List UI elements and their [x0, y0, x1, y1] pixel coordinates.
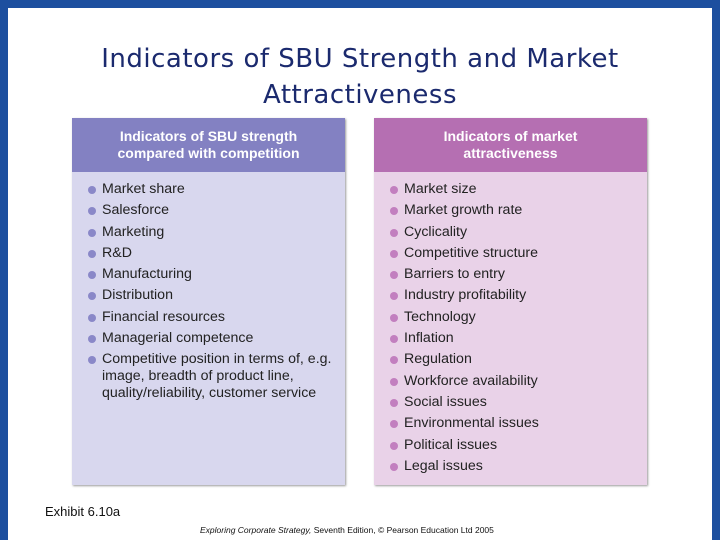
bullet [390, 271, 398, 280]
list-item: Legal issues [390, 456, 640, 477]
item-text: Workforce availability [404, 372, 538, 389]
item-text: R&D [102, 244, 132, 261]
list-item: Market size [390, 179, 640, 200]
bullet [390, 420, 398, 429]
list-item: Barriers to entry [390, 264, 640, 285]
title-line: Attractiveness [262, 80, 457, 110]
panel-header: Indicators of SBU strength compared with… [72, 118, 345, 172]
bullet [390, 313, 398, 322]
bullet [88, 335, 96, 344]
panel: Indicators of market attractiveness Mark… [374, 118, 647, 485]
item-text: Cyclicality [404, 223, 468, 240]
item-text: Manufacturing [102, 266, 192, 283]
footer-text: Seventh Edition, © Pearson Education Ltd… [313, 525, 494, 535]
list-item: Competitive structure [390, 243, 640, 264]
item-text: Environmental issues [404, 415, 539, 432]
bullet [88, 271, 96, 280]
bullet [88, 292, 96, 301]
bullet [390, 335, 398, 344]
bullet [390, 441, 398, 450]
item-list: Market share Salesforce Marketing R&D Manufa… [88, 179, 338, 402]
item-text: Financial resources [102, 308, 226, 325]
bullet [390, 356, 398, 365]
list-item: Distribution [88, 285, 338, 306]
list-item: Industry profitability [390, 285, 640, 306]
header-line: compared with competition [117, 145, 300, 161]
bullet [88, 228, 96, 237]
bullet [390, 228, 398, 237]
item-text: Distribution [102, 287, 173, 304]
header-line: Indicators of market [443, 128, 578, 144]
bullet [88, 207, 96, 216]
item-text: Legal issues [404, 457, 483, 474]
item-text: Political issues [404, 436, 498, 453]
title-line: Indicators of SBU Strength and Market [101, 44, 619, 74]
list-item: Salesforce [88, 200, 338, 221]
bullet [390, 462, 398, 471]
bullet [390, 207, 398, 216]
list-item: Competitive position in terms of, e.g. i… [88, 349, 338, 402]
item-text: Market share [102, 181, 185, 197]
header-line: attractiveness [463, 145, 558, 161]
list-item: Technology [390, 307, 640, 328]
item-text: Marketing [102, 223, 165, 240]
list-item: Marketing [88, 222, 338, 243]
bullet [390, 398, 398, 407]
item-text: Competitive position in terms of, e.g. i… [102, 351, 332, 402]
list-item: Political issues [390, 435, 640, 456]
list-item: Regulation [390, 349, 640, 370]
list-item: Managerial competence [88, 328, 338, 349]
bullet [390, 186, 398, 194]
bullet [88, 249, 96, 258]
footer-italic: Exploring Corporate Strategy, [200, 525, 312, 535]
item-text: Industry profitability [404, 287, 527, 304]
item-text: Market size [404, 181, 477, 197]
item-text: Salesforce [102, 202, 170, 219]
item-list: Market size Market growth rate Cyclicality… [390, 179, 640, 477]
bullet [390, 249, 398, 258]
list-item: Cyclicality [390, 222, 640, 243]
list-item: Social issues [390, 392, 640, 413]
list-item: Market growth rate [390, 200, 640, 221]
list-item: Inflation [390, 328, 640, 349]
bullet [88, 356, 96, 365]
item-text: Market growth rate [404, 202, 523, 219]
panel: Indicators of SBU strength compared with… [72, 118, 345, 485]
list-item: Financial resources [88, 307, 338, 328]
footer: Exploring Corporate Strategy, Seventh Ed… [200, 525, 494, 535]
item-text: Barriers to entry [404, 266, 505, 283]
item-text: Managerial competence [102, 330, 254, 347]
panel-header: Indicators of market attractiveness [374, 118, 647, 172]
bullet [88, 186, 96, 194]
item-text: Inflation [404, 330, 454, 347]
list-item: Environmental issues [390, 413, 640, 434]
exhibit-label: Exhibit 6.10a [45, 504, 121, 519]
item-text: Regulation [404, 351, 472, 368]
list-item: Workforce availability [390, 371, 640, 392]
item-text: Social issues [404, 393, 487, 410]
list-item: R&D [88, 243, 338, 264]
item-text: Competitive structure [404, 244, 539, 261]
item-text: Technology [404, 308, 476, 325]
bullet [390, 377, 398, 386]
list-item: Market share [88, 179, 338, 200]
header-line: Indicators of SBU strength [119, 128, 298, 144]
list-item: Manufacturing [88, 264, 338, 285]
bullet [88, 313, 96, 322]
bullet [390, 292, 398, 301]
